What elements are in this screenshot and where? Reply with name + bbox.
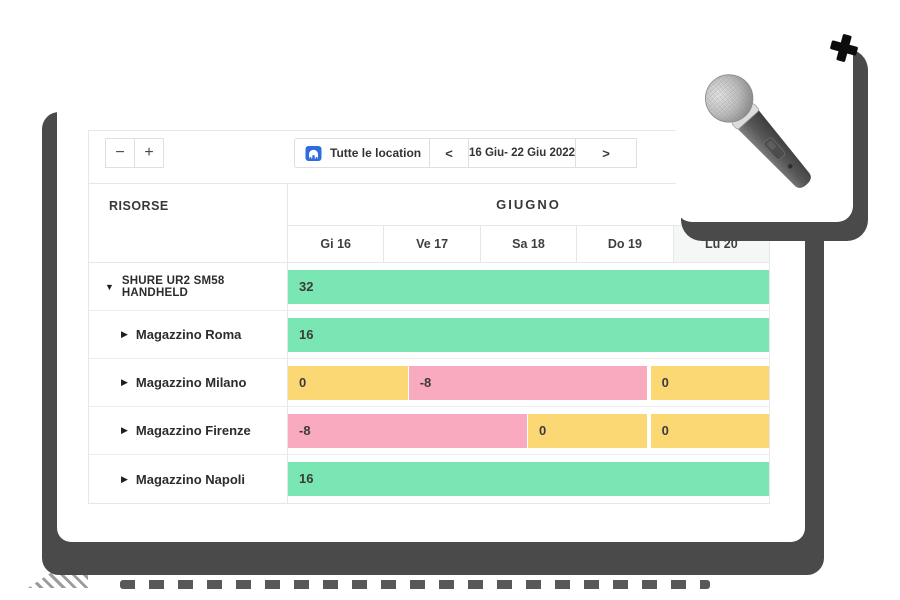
availability-lane: 0 -8 0 bbox=[288, 359, 769, 406]
zoom-out-button[interactable]: − bbox=[105, 138, 135, 168]
next-week-button[interactable]: > bbox=[575, 138, 637, 168]
resources-header: RISORSE bbox=[89, 184, 288, 263]
availability-lane: 16 bbox=[288, 311, 769, 358]
segment-value: 16 bbox=[299, 471, 314, 486]
segment-value: 0 bbox=[539, 423, 547, 438]
date-navigation: < 16 Giu- 22 Giu 2022 > bbox=[429, 138, 637, 168]
segment-value: 0 bbox=[661, 423, 669, 438]
expand-toggle-icon[interactable]: ▶ bbox=[121, 329, 128, 339]
resource-row: ▶ Magazzino Napoli 16 bbox=[89, 455, 769, 503]
row-label-cell[interactable]: ▶ Magazzino Firenze bbox=[89, 407, 288, 454]
table-header: RISORSE GIUGNO Gi 16 Ve 17 Sa 18 Do 19 Lu 20 bbox=[89, 184, 770, 263]
month-header: GIUGNO bbox=[288, 184, 769, 226]
row-label-cell[interactable]: ▶ Magazzino Napoli bbox=[89, 455, 288, 503]
resource-row: ▶ Magazzino Milano 0 -8 0 bbox=[89, 359, 769, 407]
resource-row: ▼ SHURE UR2 SM58 HANDHELD 32 bbox=[89, 263, 769, 311]
segment-value: -8 bbox=[419, 375, 432, 390]
day-header-row: Gi 16 Ve 17 Sa 18 Do 19 Lu 20 bbox=[288, 226, 770, 263]
resource-rows: ▼ SHURE UR2 SM58 HANDHELD 32 ▶ Magazzino Rom… bbox=[89, 263, 769, 503]
availability-segment[interactable]: 16 bbox=[288, 462, 769, 496]
day-header-do-19: Do 19 bbox=[577, 226, 674, 262]
row-label: Magazzino Napoli bbox=[135, 471, 245, 487]
resource-row: ▶ Magazzino Firenze -8 0 0 bbox=[89, 407, 769, 455]
expand-toggle-icon[interactable]: ▶ bbox=[121, 377, 128, 387]
availability-segment[interactable]: -8 bbox=[288, 414, 527, 448]
product-card[interactable] bbox=[676, 34, 858, 222]
availability-lane: 16 bbox=[288, 455, 769, 503]
zoom-controls: − + bbox=[105, 138, 164, 168]
cursor-cross-icon bbox=[830, 34, 858, 62]
day-header-lu-20: Lu 20 bbox=[673, 226, 770, 262]
segment-value: 32 bbox=[299, 279, 314, 294]
day-header-ve-17: Ve 17 bbox=[384, 226, 481, 262]
collapse-toggle-icon[interactable]: ▼ bbox=[105, 281, 114, 292]
microphone-image bbox=[705, 74, 811, 188]
expand-toggle-icon[interactable]: ▶ bbox=[121, 473, 128, 484]
row-label: Magazzino Roma bbox=[135, 327, 242, 342]
scheduler-toolbar: − + Tutte le location ▼ < 16 Giu- 22 Giu… bbox=[89, 131, 769, 184]
row-label: Magazzino Milano bbox=[135, 375, 247, 390]
segment-value: 0 bbox=[661, 375, 669, 390]
availability-scheduler: − + Tutte le location ▼ < 16 Giu- 22 Giu… bbox=[88, 130, 770, 504]
warehouse-icon bbox=[305, 145, 322, 161]
date-range-label[interactable]: 16 Giu- 22 Giu 2022 bbox=[468, 138, 576, 168]
availability-lane: 32 bbox=[288, 263, 769, 310]
location-selector[interactable]: Tutte le location ▼ bbox=[294, 138, 452, 168]
availability-segment[interactable]: 0 bbox=[528, 414, 648, 448]
row-label: SHURE UR2 SM58 HANDHELD bbox=[121, 274, 225, 299]
row-label-cell[interactable]: ▼ SHURE UR2 SM58 HANDHELD bbox=[89, 263, 288, 310]
prev-week-button[interactable]: < bbox=[429, 138, 469, 168]
row-label-cell[interactable]: ▶ Magazzino Milano bbox=[89, 359, 288, 406]
availability-segment[interactable]: 0 bbox=[650, 366, 769, 400]
availability-segment[interactable]: -8 bbox=[408, 366, 648, 400]
zoom-in-button[interactable]: + bbox=[134, 138, 164, 168]
shadow-texture bbox=[120, 580, 710, 589]
location-selector-label: Tutte le location bbox=[330, 146, 422, 160]
row-label: Magazzino Firenze bbox=[135, 423, 251, 438]
shadow-texture-corner bbox=[28, 548, 88, 588]
availability-segment[interactable]: 32 bbox=[288, 270, 769, 304]
segment-value: -8 bbox=[299, 423, 311, 438]
availability-segment[interactable]: 0 bbox=[288, 366, 408, 400]
row-label-cell[interactable]: ▶ Magazzino Roma bbox=[89, 311, 288, 358]
availability-segment[interactable]: 0 bbox=[650, 414, 769, 448]
day-header-sa-18: Sa 18 bbox=[481, 226, 578, 262]
day-header-gi-16: Gi 16 bbox=[288, 226, 385, 262]
segment-value: 16 bbox=[299, 327, 314, 342]
availability-segment[interactable]: 16 bbox=[288, 318, 769, 352]
availability-lane: -8 0 0 bbox=[288, 407, 769, 454]
expand-toggle-icon[interactable]: ▶ bbox=[121, 425, 128, 435]
segment-value: 0 bbox=[299, 375, 307, 390]
resource-row: ▶ Magazzino Roma 16 bbox=[89, 311, 769, 359]
